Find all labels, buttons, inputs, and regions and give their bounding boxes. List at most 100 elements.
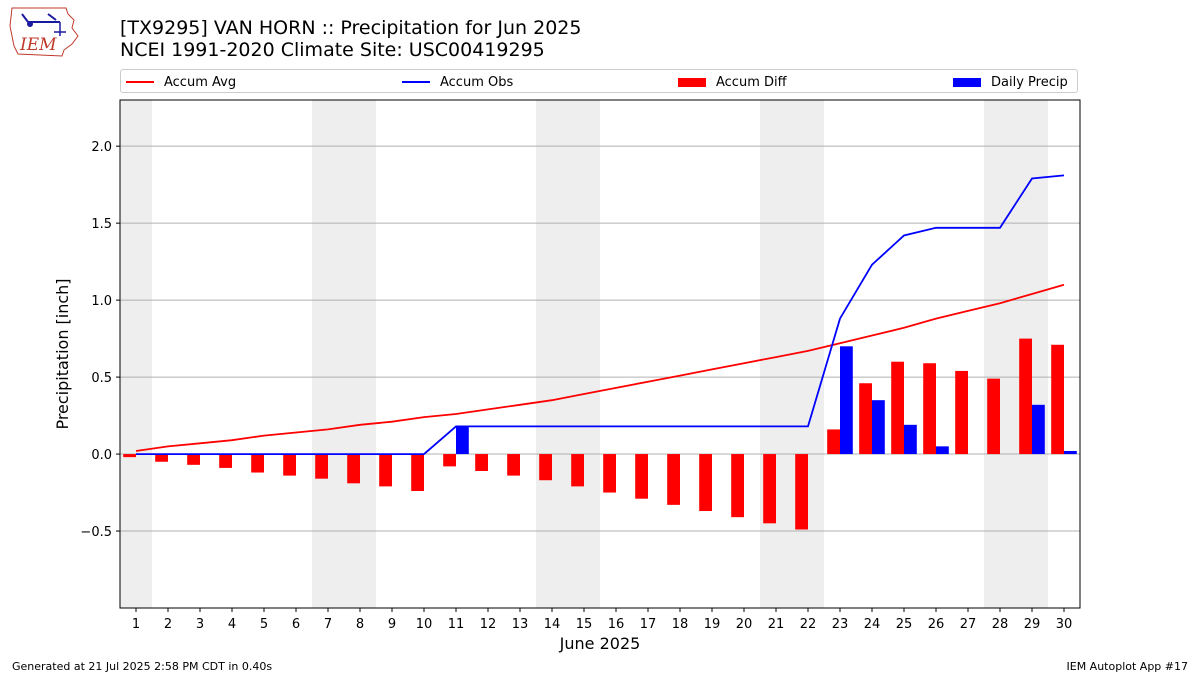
x-tick-label: 9 bbox=[388, 617, 396, 632]
plot-frame bbox=[119, 99, 1081, 609]
accum-diff-bar bbox=[155, 454, 168, 462]
x-tick-label: 14 bbox=[544, 617, 561, 632]
daily-precip-bar bbox=[456, 426, 469, 455]
daily-precip-bar bbox=[1064, 450, 1077, 455]
x-tick-label: 18 bbox=[672, 617, 689, 632]
y-tick-label: 0.0 bbox=[91, 448, 112, 463]
chart-subtitle: NCEI 1991-2020 Climate Site: USC00419295 bbox=[120, 39, 545, 61]
accum-diff-bar bbox=[443, 454, 456, 467]
x-tick-label: 20 bbox=[736, 617, 753, 632]
accum-diff-bar bbox=[475, 454, 488, 471]
accum-diff-bar bbox=[315, 454, 328, 479]
accum-diff-bar bbox=[699, 454, 712, 512]
accum-diff-bar bbox=[731, 454, 744, 518]
weekend-shade bbox=[984, 100, 1016, 608]
weekend-shade bbox=[568, 100, 600, 608]
legend-item-accum-obs: Accum Obs bbox=[402, 74, 513, 90]
accum-diff-bar bbox=[987, 378, 1000, 455]
accum-diff-bar bbox=[891, 361, 904, 455]
x-tick-label: 25 bbox=[896, 617, 913, 632]
accum-diff-bar bbox=[923, 363, 936, 455]
x-tick-label: 7 bbox=[324, 617, 332, 632]
accum-diff-bar bbox=[827, 429, 840, 455]
x-tick-label: 4 bbox=[228, 617, 236, 632]
x-tick-label: 26 bbox=[928, 617, 945, 632]
footer-app: IEM Autoplot App #17 bbox=[1066, 660, 1189, 673]
x-tick-label: 16 bbox=[608, 617, 625, 632]
accum-diff-bar bbox=[667, 454, 680, 505]
legend-label-daily-precip: Daily Precip bbox=[991, 74, 1068, 90]
y-tick-label: −0.5 bbox=[80, 525, 112, 540]
svg-text:IEM: IEM bbox=[19, 35, 57, 55]
x-tick-label: 15 bbox=[576, 617, 593, 632]
legend-swatch-accum-avg bbox=[126, 81, 154, 83]
y-tick-label: 1.0 bbox=[91, 294, 112, 309]
x-tick-label: 21 bbox=[768, 617, 785, 632]
accum-diff-bar bbox=[795, 454, 808, 530]
accum-diff-bar bbox=[187, 454, 200, 465]
x-tick-label: 24 bbox=[864, 617, 881, 632]
x-tick-label: 8 bbox=[356, 617, 364, 632]
x-tick-label: 29 bbox=[1024, 617, 1041, 632]
accum-avg-line bbox=[135, 283, 1065, 452]
daily-precip-bar bbox=[872, 400, 885, 455]
legend-item-accum-avg: Accum Avg bbox=[126, 74, 236, 90]
accum-diff-bar bbox=[1019, 338, 1032, 455]
accum-diff-bar bbox=[539, 454, 552, 481]
accum-diff-bar bbox=[635, 454, 648, 499]
weekend-shade bbox=[760, 100, 792, 608]
y-tick-label: 1.5 bbox=[91, 217, 112, 232]
x-tick-label: 1 bbox=[132, 617, 140, 632]
accum-diff-bar bbox=[379, 454, 392, 487]
accum-diff-bar bbox=[571, 454, 584, 487]
accum-diff-bar bbox=[283, 454, 296, 476]
daily-precip-bar bbox=[840, 346, 853, 455]
x-tick-label: 19 bbox=[704, 617, 721, 632]
daily-precip-bar bbox=[904, 424, 917, 455]
legend-label-accum-avg: Accum Avg bbox=[164, 74, 237, 90]
y-axis-label: Precipitation [inch] bbox=[53, 278, 72, 429]
footer-generated: Generated at 21 Jul 2025 2:58 PM CDT in … bbox=[12, 660, 273, 673]
x-tick-label: 28 bbox=[992, 617, 1009, 632]
x-tick-label: 6 bbox=[292, 617, 300, 632]
weekend-shade bbox=[792, 100, 824, 608]
weekend-shade bbox=[344, 100, 376, 608]
x-tick-label: 12 bbox=[480, 617, 497, 632]
y-tick-label: 0.5 bbox=[91, 371, 112, 386]
accum-obs-line bbox=[136, 174, 1065, 456]
x-tick-label: 22 bbox=[800, 617, 817, 632]
legend-item-accum-diff: Accum Diff bbox=[678, 74, 787, 90]
accum-diff-bar bbox=[763, 454, 776, 524]
x-tick-label: 13 bbox=[512, 617, 529, 632]
x-tick-label: 2 bbox=[164, 617, 172, 632]
weekend-shade bbox=[536, 100, 568, 608]
accum-diff-bar bbox=[251, 454, 264, 473]
x-tick-label: 5 bbox=[260, 617, 268, 632]
legend-swatch-accum-obs bbox=[402, 81, 430, 83]
accum-diff-bar bbox=[1051, 344, 1064, 455]
legend-label-accum-obs: Accum Obs bbox=[440, 74, 514, 90]
x-tick-label: 10 bbox=[416, 617, 433, 632]
x-tick-label: 27 bbox=[960, 617, 977, 632]
accum-diff-bar bbox=[411, 454, 424, 492]
daily-precip-bar bbox=[936, 446, 949, 455]
accum-diff-bar bbox=[123, 454, 136, 458]
accum-diff-bar bbox=[955, 370, 968, 455]
x-tick-label: 3 bbox=[196, 617, 204, 632]
legend-item-daily-precip: Daily Precip bbox=[953, 74, 1068, 90]
accum-diff-bar bbox=[859, 383, 872, 455]
chart-title: [TX9295] VAN HORN :: Precipitation for J… bbox=[120, 17, 582, 39]
x-tick-label: 23 bbox=[832, 617, 849, 632]
x-tick-label: 11 bbox=[448, 617, 465, 632]
y-tick-label: 2.0 bbox=[91, 140, 112, 155]
legend-swatch-daily-precip bbox=[953, 77, 981, 87]
accum-diff-bar bbox=[347, 454, 360, 484]
weekend-shade bbox=[120, 100, 152, 608]
x-axis-label: June 2025 bbox=[559, 634, 641, 653]
legend-swatch-accum-diff bbox=[678, 77, 706, 87]
chart-legend: Accum Avg Accum Obs Accum Diff Daily Pre… bbox=[120, 69, 1078, 93]
iem-logo: IEM bbox=[8, 6, 80, 58]
x-tick-label: 30 bbox=[1056, 617, 1073, 632]
accum-diff-bar bbox=[219, 454, 232, 468]
